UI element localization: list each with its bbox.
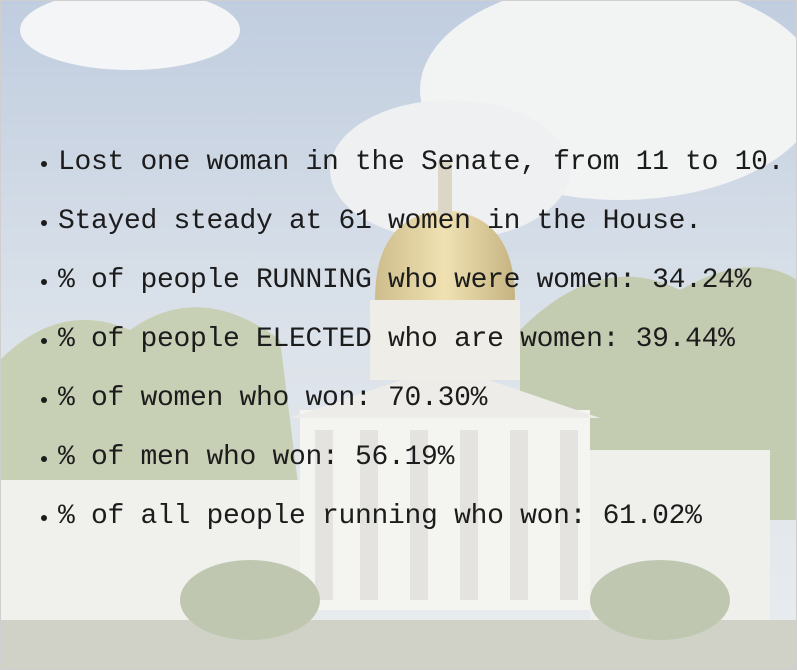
fact: % of people ELECTED who are women: 39.44… — [58, 310, 784, 369]
fact: % of women who won: 70.30% — [58, 369, 784, 428]
infographic: Lost one woman in the Senate, from 11 to… — [0, 0, 797, 670]
fact: % of all people running who won: 61.02% — [58, 487, 784, 546]
fact-list: Lost one woman in the Senate, from 11 to… — [36, 133, 784, 546]
fact: % of men who won: 56.19% — [58, 428, 784, 487]
fact: % of people RUNNING who were women: 34.2… — [58, 251, 784, 310]
fact: Lost one woman in the Senate, from 11 to… — [58, 133, 784, 192]
fact: Stayed steady at 61 women in the House. — [58, 192, 784, 251]
